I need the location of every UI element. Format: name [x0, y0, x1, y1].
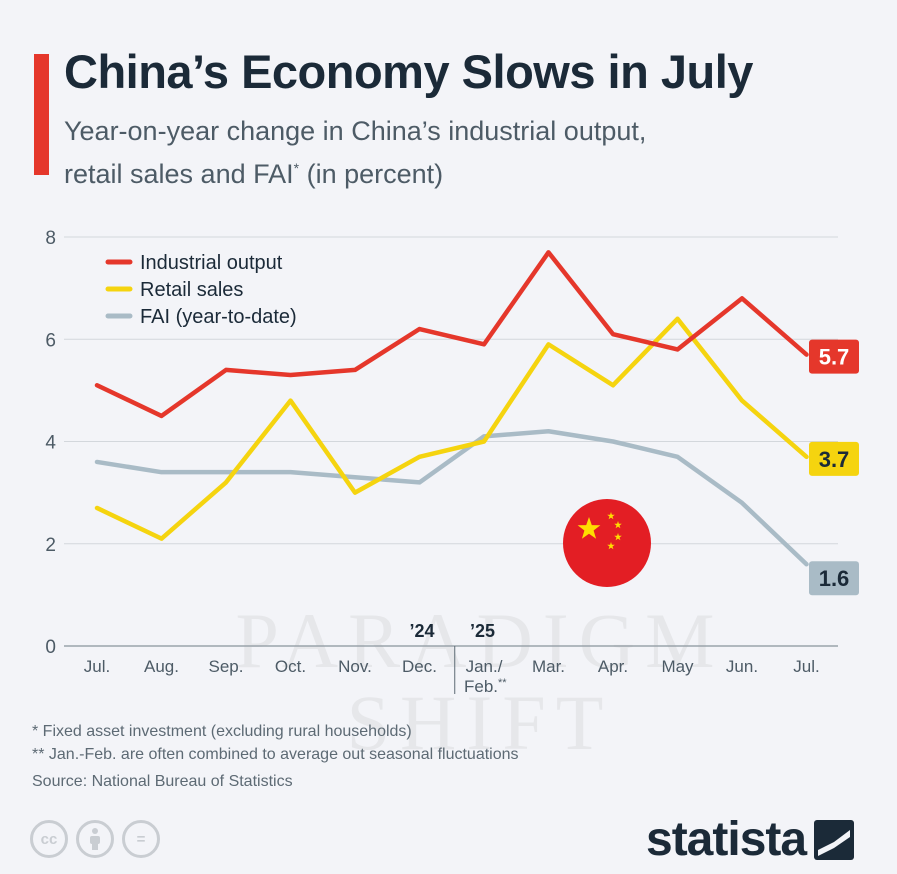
y-tick-label: 6: [45, 330, 56, 351]
x-tick-label: Nov.: [338, 657, 372, 676]
cc-license-icon: cc: [30, 820, 68, 858]
footnote-fai: * Fixed asset investment (excluding rura…: [32, 723, 412, 740]
end-label-box: [809, 561, 859, 596]
flag-small-star-icon: [607, 512, 615, 520]
subtitle-line-1: Year-on-year change in China’s industria…: [64, 116, 647, 146]
y-tick-label: 4: [45, 433, 56, 454]
y-tick-label: 8: [45, 228, 56, 249]
subtitle-line-2a: retail sales and FAI: [64, 159, 294, 189]
watermark: PARADIGM SHIFT: [200, 600, 760, 764]
statista-logo-icon: [814, 820, 855, 860]
end-value-label: 3.7: [819, 447, 850, 472]
end-value-label: 1.6: [819, 566, 850, 591]
x-tick-sublabel: Feb.**: [464, 677, 507, 696]
title-accent-bar: [34, 54, 49, 175]
series-line-fai-year-to-date-: [94, 429, 809, 567]
page-subtitle: Year-on-year change in China’s industria…: [64, 113, 824, 193]
flag-large-star-icon: [577, 517, 601, 539]
x-tick-label: Jul.: [84, 657, 110, 676]
watermark-line-1: PARADIGM: [235, 597, 725, 684]
x-tick-label: Aug.: [144, 657, 179, 676]
x-tick-label: Sep.: [209, 657, 244, 676]
source-note: Source: National Bureau of Statistics: [32, 773, 293, 790]
attribution-icon: [76, 820, 114, 858]
end-label-box: [809, 339, 859, 374]
flag-small-star-icon: [614, 533, 622, 541]
end-label-box: [809, 441, 859, 476]
x-tick-label: Jan./: [466, 657, 503, 676]
x-tick-label: Jul.: [793, 657, 819, 676]
statista-logo: statista: [646, 813, 855, 866]
series-line-industrial-output: [94, 250, 809, 419]
x-tick-label: Oct.: [275, 657, 306, 676]
legend-entry: FAI (year-to-date): [140, 306, 297, 328]
end-value-label: 5.7: [819, 345, 850, 370]
x-tick-label: Mar.: [532, 657, 565, 676]
page-title: China’s Economy Slows in July: [64, 45, 753, 98]
x-tick-label: May: [661, 657, 694, 676]
legend-entry: Retail sales: [140, 279, 243, 301]
watermark-line-2: SHIFT: [346, 679, 614, 766]
y-tick-label: 0: [45, 637, 56, 658]
x-tick-label: Jun.: [726, 657, 758, 676]
no-derivatives-icon: =: [122, 820, 160, 858]
series-line-retail-sales: [94, 316, 809, 541]
footnote-jan-feb: ** Jan.-Feb. are often combined to avera…: [32, 746, 519, 763]
legend-entry: Industrial output: [140, 252, 283, 274]
license-icons: cc =: [30, 820, 160, 858]
x-tick-label: Dec.: [402, 657, 437, 676]
year-marker-label: ’24: [410, 621, 435, 641]
china-flag-icon: [563, 499, 651, 587]
flag-small-star-icon: [607, 542, 615, 550]
statista-wordmark: statista: [646, 813, 807, 866]
subtitle-line-2b: (in percent): [299, 159, 444, 189]
x-tick-label: Apr.: [598, 657, 628, 676]
year-marker-label: ’25: [470, 621, 495, 641]
flag-small-star-icon: [614, 521, 622, 529]
subtitle-footnote-mark: *: [293, 160, 300, 176]
y-tick-label: 2: [45, 535, 56, 556]
